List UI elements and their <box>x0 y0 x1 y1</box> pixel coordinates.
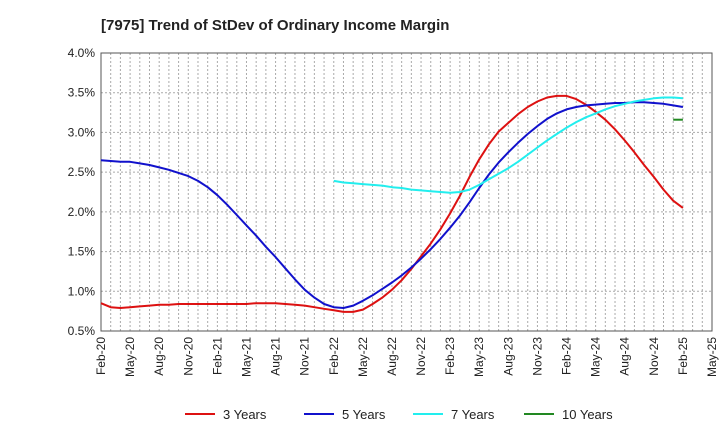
legend-label: 10 Years <box>562 407 613 422</box>
chart-title: [7975] Trend of StDev of Ordinary Income… <box>101 17 449 34</box>
x-tick-label: Feb-20 <box>94 337 108 375</box>
y-tick-label: 1.0% <box>68 284 96 298</box>
plot-frame <box>100 52 713 332</box>
x-tick-label: May-21 <box>239 337 253 377</box>
x-tick-label: May-23 <box>472 337 486 377</box>
legend-label: 3 Years <box>223 407 267 422</box>
x-tick-label: Aug-24 <box>618 337 632 376</box>
x-tick-label: Nov-23 <box>530 337 544 376</box>
x-tick-label: May-25 <box>705 337 719 377</box>
legend: 3 Years 5 Years 7 Years 10 Years <box>185 407 613 422</box>
x-tick-label: May-24 <box>589 337 603 377</box>
x-tick-label: Nov-24 <box>647 337 661 376</box>
x-tick-label: Feb-24 <box>560 337 574 375</box>
grid <box>100 52 713 332</box>
x-tick-label: Aug-21 <box>269 337 283 376</box>
series-lines <box>100 94 684 313</box>
y-tick-label: 2.0% <box>68 205 96 219</box>
axes <box>100 52 713 332</box>
x-tick-label: May-20 <box>123 337 137 377</box>
x-tick-label: Nov-21 <box>298 337 312 376</box>
y-axis-ticks: 0.5% 1.0% 1.5% 2.0% 2.5% 3.0% 3.5% 4.0% <box>68 46 96 338</box>
x-tick-label: Feb-21 <box>210 337 224 375</box>
y-tick-label: 4.0% <box>68 46 96 60</box>
series-line-5-years <box>100 101 684 309</box>
legend-label: 5 Years <box>342 407 386 422</box>
series-line-3-years <box>100 94 684 313</box>
x-axis-ticks: Feb-20 May-20 Aug-20 Nov-20 Feb-21 May-21 Aug-… <box>94 337 719 377</box>
x-tick-label: Aug-22 <box>385 337 399 376</box>
y-tick-label: 2.5% <box>68 165 96 179</box>
x-tick-label: Aug-20 <box>152 337 166 376</box>
y-tick-label: 0.5% <box>68 324 96 338</box>
y-tick-label: 1.5% <box>68 245 96 259</box>
series-line-7-years <box>333 96 683 194</box>
x-tick-label: Nov-22 <box>414 337 428 376</box>
x-tick-label: Feb-23 <box>443 337 457 375</box>
x-tick-label: May-22 <box>356 337 370 377</box>
legend-label: 7 Years <box>451 407 495 422</box>
y-tick-label: 3.0% <box>68 125 96 139</box>
x-tick-label: Aug-23 <box>501 337 515 376</box>
x-tick-label: Feb-22 <box>327 337 341 375</box>
y-tick-label: 3.5% <box>68 86 96 100</box>
x-tick-label: Feb-25 <box>676 337 690 375</box>
x-tick-label: Nov-20 <box>181 337 195 376</box>
